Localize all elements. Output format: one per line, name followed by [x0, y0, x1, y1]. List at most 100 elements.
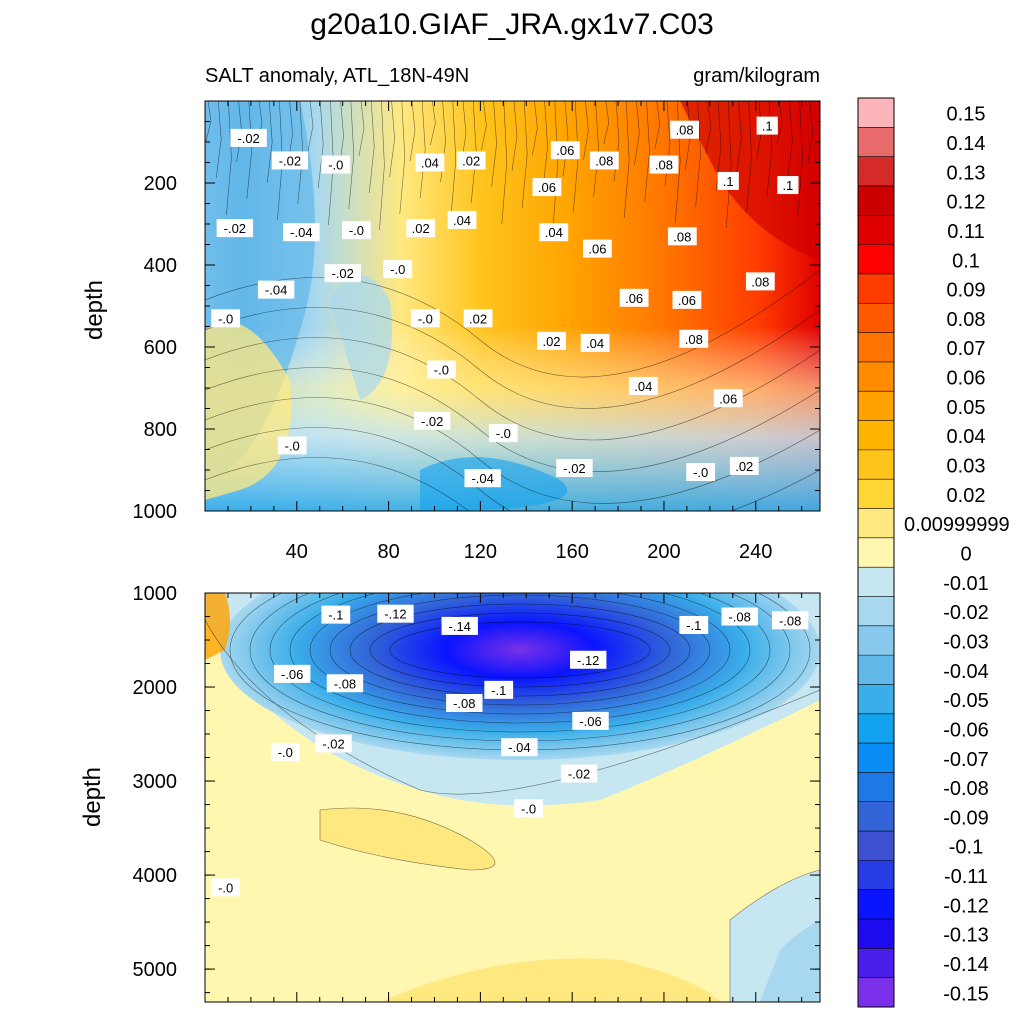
contour-label: -.0 [410, 309, 440, 328]
colorbar-label: -0.15 [943, 983, 989, 1005]
colorbar-label: 0.1 [952, 250, 980, 272]
contour-label-text: -.0 [328, 158, 343, 173]
colorbar-swatch [858, 156, 894, 187]
colorbar-label: -0.1 [949, 837, 983, 859]
contour-label: -.1 [484, 680, 514, 699]
x-tick-label: 80 [377, 541, 399, 563]
colorbar-label: 0.14 [947, 133, 986, 155]
contour-label: .06 [532, 178, 562, 197]
contour-label-text: .04 [586, 336, 604, 351]
colorbar-label: 0.12 [947, 192, 986, 214]
contour-label-text: .04 [453, 213, 471, 228]
contour-label-text: -.02 [568, 767, 590, 782]
contour-label: .06 [550, 141, 580, 160]
contour-label-text: -.1 [328, 608, 343, 623]
contour-label-text: .04 [545, 225, 563, 240]
contour-label: -.0 [211, 309, 241, 328]
contour-label-text: -.02 [421, 414, 443, 429]
colorbar-swatch [858, 98, 894, 128]
contour-label: .04 [447, 210, 477, 229]
contour-label: .08 [649, 155, 679, 174]
contour-label-text: .02 [462, 153, 480, 168]
contour-label-text: .08 [673, 229, 691, 244]
contour-label-text: -.0 [434, 363, 449, 378]
upper-y-label: depth [81, 280, 108, 340]
colorbar-swatch [858, 596, 894, 627]
colorbar-swatch [858, 420, 894, 451]
contour-label-text: -.0 [285, 438, 300, 453]
subtitle-right: gram/kilogram [693, 65, 820, 87]
contour-label-text: .04 [421, 156, 439, 171]
colorbar-label: 0.00999999 [904, 514, 1010, 536]
colorbar-swatch [858, 127, 894, 158]
contour-label-text: .02 [412, 221, 430, 236]
colorbar-label: -0.06 [943, 719, 989, 741]
x-tick-label: 120 [464, 541, 497, 563]
contour-label-text: -.08 [728, 610, 750, 625]
colorbar-label: 0.06 [947, 368, 986, 390]
contour-label-text: .06 [625, 291, 643, 306]
contour-label: -.08 [326, 674, 364, 693]
colorbar-label: -0.04 [943, 661, 989, 683]
contour-label: -.02 [271, 151, 309, 170]
contour-label-text: .04 [634, 379, 652, 394]
colorbar-label: 0.03 [947, 456, 986, 478]
colorbar-swatch [858, 449, 894, 480]
contour-label: -.02 [315, 734, 352, 753]
contour-label: .04 [628, 376, 658, 395]
contour-label: .1 [756, 116, 778, 135]
y-tick-label: 3000 [133, 771, 178, 793]
contour-label-text: .02 [469, 311, 487, 326]
colorbar-swatch [858, 655, 894, 685]
contour-label-text: -.08 [453, 696, 475, 711]
contour-label-text: .02 [735, 459, 753, 474]
contour-label: -.0 [383, 260, 413, 279]
contour-label-text: .06 [588, 242, 606, 257]
contour-label-text: -.08 [334, 676, 356, 691]
x-tick-label: 160 [555, 541, 588, 563]
colorbar-label: -0.11 [944, 866, 988, 888]
colorbar-swatch [858, 391, 894, 422]
contour-label: -.0 [277, 436, 307, 455]
colorbar-swatch [858, 860, 894, 891]
contour-label: .02 [456, 151, 486, 170]
x-tick-label: 240 [739, 541, 772, 563]
contour-label: -.06 [572, 711, 609, 730]
contour-label: -.02 [560, 764, 598, 783]
y-tick-label: 400 [144, 255, 177, 277]
colorbar-label: 0.15 [947, 104, 986, 126]
contour-label-text: -.06 [281, 667, 303, 682]
contour-label-text: -.0 [496, 426, 511, 441]
contour-label-text: .1 [782, 178, 793, 193]
contour-label: -.08 [721, 607, 758, 626]
colorbar-swatch [858, 713, 894, 744]
contour-label: .08 [679, 329, 709, 348]
contour-label-text: .08 [655, 158, 673, 173]
contour-label-text: .02 [542, 334, 560, 349]
colorbar-label: -0.13 [943, 925, 989, 947]
contour-label-text: -.02 [279, 153, 301, 168]
contour-label: -.02 [216, 219, 254, 238]
contour-label-text: .08 [751, 274, 769, 289]
y-tick-label: 200 [144, 173, 177, 195]
y-tick-label: 5000 [133, 959, 178, 981]
colorbar-swatch [858, 684, 894, 715]
contour-label-text: .08 [676, 123, 694, 138]
contour-label-text: -.08 [779, 613, 801, 628]
contour-label: -.02 [324, 264, 361, 283]
colorbar-label: 0.13 [947, 162, 986, 184]
contour-label-text: -.12 [384, 607, 406, 622]
colorbar-swatch [858, 831, 894, 861]
colorbar-swatch [858, 625, 894, 656]
contour-label: .04 [580, 333, 610, 352]
contour-label-text: .1 [762, 119, 773, 134]
contour-label-text: -.1 [686, 618, 701, 633]
colorbar-swatch [858, 508, 894, 539]
contour-label: -.12 [377, 604, 414, 623]
lower-panel-field [205, 593, 820, 1002]
colorbar-label: 0.08 [947, 309, 986, 331]
colorbar-label: -0.05 [943, 690, 989, 712]
contour-label-text: -.0 [278, 745, 293, 760]
contour-label: .02 [463, 309, 493, 328]
